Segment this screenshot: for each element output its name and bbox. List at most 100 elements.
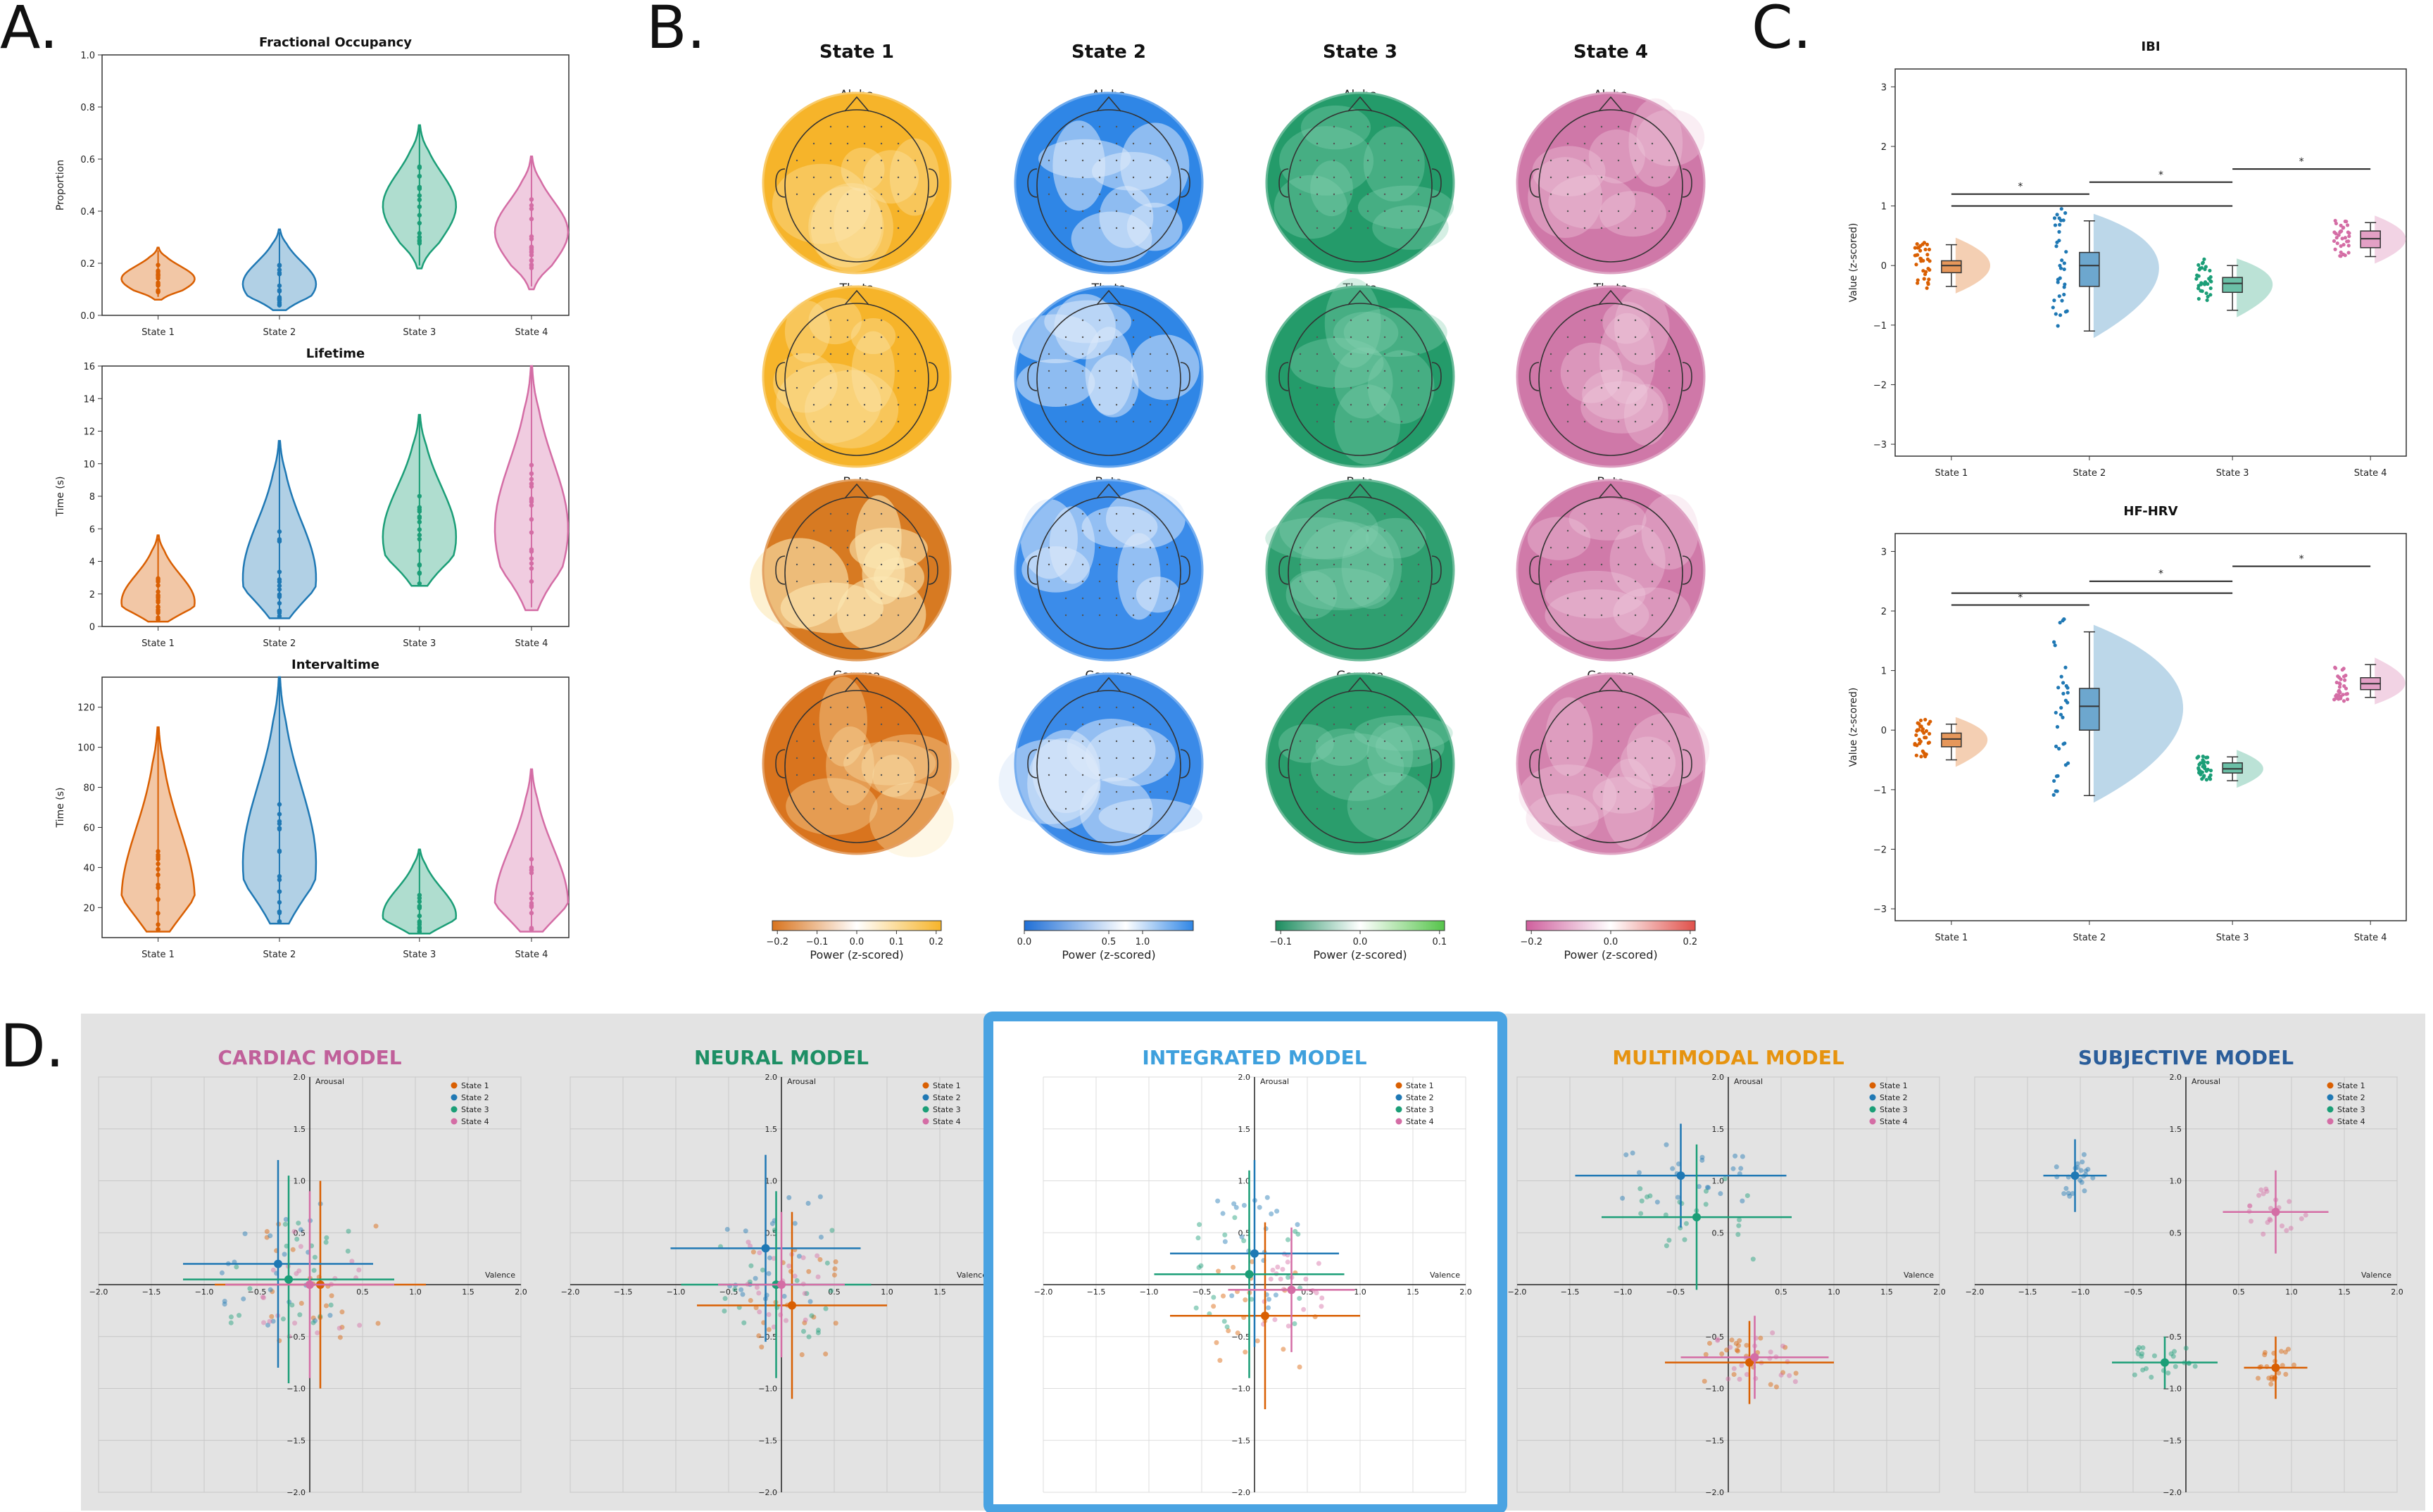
y-axis-label: Time (s) (55, 788, 66, 829)
electrode-dot (1549, 740, 1552, 743)
electrode-dot (1316, 597, 1319, 600)
electrode-dot (1081, 403, 1084, 406)
raincloud-point (2337, 681, 2341, 686)
electrode-dot (1651, 336, 1654, 339)
scatter-point (1314, 1290, 1319, 1296)
legend-swatch (1395, 1106, 1402, 1113)
topomap-blob (1071, 211, 1152, 267)
scatter-point (1718, 1191, 1723, 1197)
electrode-dot (829, 142, 832, 145)
electrode-dot (1651, 159, 1654, 162)
electrode-dot (1400, 227, 1403, 229)
legend-label: State 3 (461, 1105, 489, 1114)
head-outline (784, 109, 929, 263)
colorbar-tick-label: 0.1 (1432, 937, 1447, 947)
scatter-point (760, 1267, 765, 1273)
scatter-point (1243, 1297, 1248, 1303)
electrode-dot (1383, 723, 1386, 726)
electrode-dot (1115, 563, 1118, 566)
electrode-dot (1098, 774, 1101, 776)
raincloud-point (2203, 265, 2208, 269)
scatter-point (269, 1313, 275, 1319)
legend-swatch (451, 1082, 458, 1089)
scatter-point (1319, 1304, 1324, 1309)
electrode-dot (1081, 774, 1084, 776)
head-outline (1538, 690, 1683, 843)
box-iqr (2079, 688, 2100, 731)
topomap-blob (786, 778, 878, 836)
electrode-dot (1149, 807, 1152, 810)
colorbar-tick-label: 0.2 (1683, 937, 1697, 947)
scatter-point (802, 1291, 807, 1297)
electrode-dot (1600, 159, 1603, 162)
scatter-point (748, 1263, 754, 1268)
raincloud-point (1915, 242, 1919, 246)
electrode-dot (1366, 403, 1369, 406)
electrode-dot (1064, 370, 1067, 372)
electrode-dot (1149, 370, 1152, 372)
model-panel-neural-model: NEURAL MODEL−2.0−2.0−1.5−1.5−1.0−1.0−0.5… (561, 1046, 999, 1497)
electrode-dot (897, 790, 900, 793)
raincloud-point (1928, 267, 1932, 272)
electrode-dot (1350, 807, 1352, 810)
violin-point (529, 206, 534, 211)
raincloud-point (1922, 277, 1926, 281)
scatter-point (1229, 1293, 1235, 1299)
electrode-dot (914, 159, 917, 162)
electrode-dot (1098, 386, 1101, 389)
topomap-blob (1343, 308, 1447, 358)
raincloud-point (2341, 243, 2346, 247)
topomap-blob (1599, 191, 1667, 237)
legend-label: State 2 (2337, 1093, 2365, 1102)
electrode-dot (1350, 142, 1352, 145)
scatter-point (833, 1259, 838, 1265)
topomap-blob (1357, 185, 1454, 229)
nose-icon (1598, 676, 1623, 693)
raincloud-point (2200, 261, 2205, 265)
electrode-dot (1600, 580, 1603, 583)
electrode-dot (812, 807, 815, 810)
raincloud-point (1914, 753, 1918, 757)
electrode-dot (1583, 386, 1586, 389)
x-tick-label: 2.0 (1459, 1287, 1472, 1297)
violin-point (417, 231, 422, 236)
electrode-dot (863, 774, 866, 776)
electrode-dot (1149, 227, 1152, 229)
violin-point (156, 272, 161, 277)
electrode-dot (1316, 370, 1319, 372)
electrode-dot (1366, 512, 1369, 515)
electrode-dot (1566, 757, 1569, 760)
electrode-dot (914, 774, 917, 776)
raincloud-point (2337, 697, 2341, 701)
right-ear-icon (1682, 749, 1692, 779)
topomap-blob (1285, 570, 1338, 619)
electrode-dot (1366, 353, 1369, 355)
electrode-dot (880, 403, 883, 406)
raincloud-point (1916, 281, 1920, 285)
nose-icon (1096, 676, 1121, 693)
scatter-point (2268, 1206, 2274, 1211)
electrode-dot (1566, 420, 1569, 423)
raincloud-point (2062, 267, 2066, 272)
y-tick-label: 1 (1881, 667, 1887, 677)
nose-icon (1347, 676, 1373, 693)
electrode-dot (880, 774, 883, 776)
electrode-dot (846, 580, 849, 583)
electrode-dot (1583, 370, 1586, 372)
left-ear-icon (1278, 168, 1289, 198)
electrode-dot (1583, 740, 1586, 743)
electrode-dot (1617, 386, 1620, 389)
raincloud-point (2194, 277, 2199, 281)
raincloud-point (2061, 715, 2065, 719)
electrode-dot (1668, 757, 1671, 760)
scatter-point (297, 1312, 303, 1318)
electrode-dot (1132, 420, 1135, 423)
raincloud-point (2199, 281, 2203, 285)
colorbar-tick-label: 0.1 (889, 937, 904, 947)
raincloud-point (2063, 282, 2067, 286)
electrode-dot (1149, 757, 1152, 760)
electrode-dot (897, 807, 900, 810)
electrode-dot (1651, 757, 1654, 760)
violin-point (277, 909, 282, 914)
y-tick-label: −3 (1873, 440, 1887, 451)
